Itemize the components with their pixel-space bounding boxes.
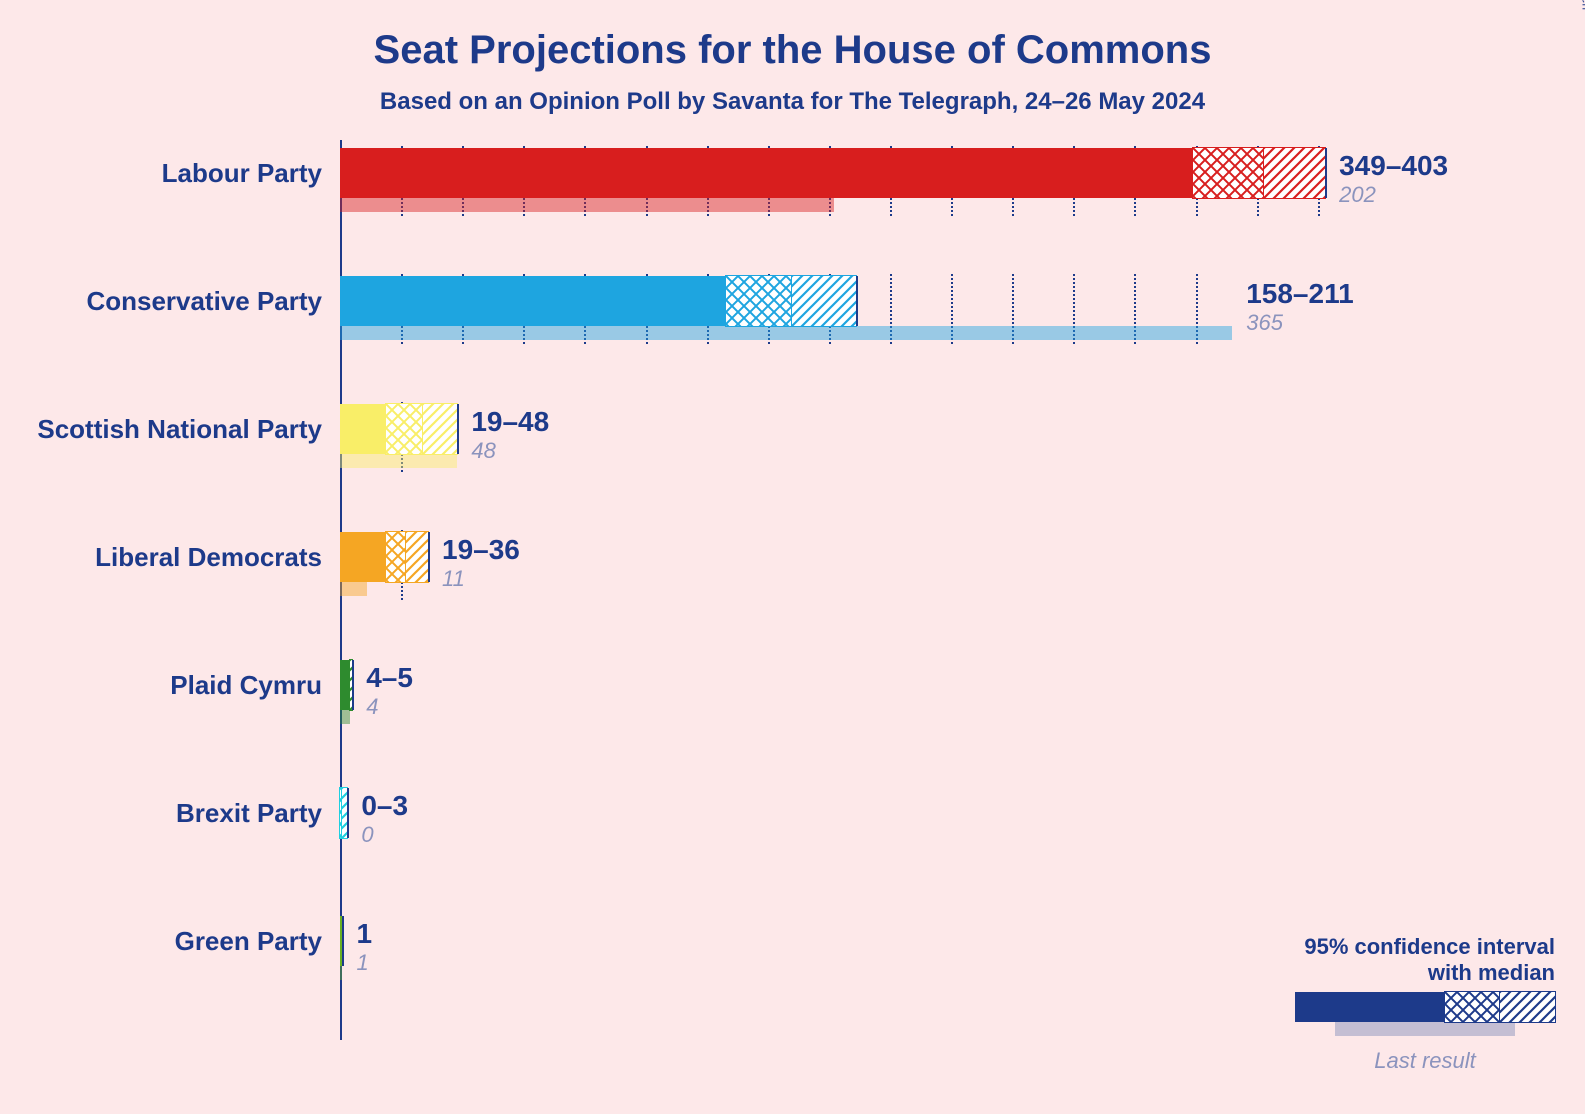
bar-endcap (1325, 148, 1327, 198)
value-range: 19–48 (471, 406, 549, 438)
party-label: Plaid Cymru (170, 670, 322, 701)
value-range: 158–211 (1246, 278, 1353, 310)
bar-solid (340, 404, 386, 454)
value-last: 202 (1339, 182, 1376, 208)
bar-solid (340, 276, 726, 326)
value-range: 0–3 (361, 790, 408, 822)
legend-last-label: Last result (1295, 1048, 1555, 1074)
chart-container: © 2024 Filip van Laenen Seat Projections… (0, 0, 1585, 1114)
bar-diaghatch (406, 532, 428, 582)
bar-solid (340, 532, 386, 582)
party-label: Labour Party (162, 158, 322, 189)
bar-crosshatch (386, 404, 423, 454)
legend-diaghatch (1500, 992, 1555, 1022)
chart-subtitle: Based on an Opinion Poll by Savanta for … (0, 88, 1585, 116)
plot-area: Labour Party349–403202Conservative Party… (340, 140, 1500, 1040)
value-range: 19–36 (442, 534, 520, 566)
bar-diaghatch (423, 404, 457, 454)
value-last: 11 (442, 566, 465, 592)
bar-endcap (342, 916, 344, 966)
legend-line1: 95% confidence interval (1295, 934, 1555, 960)
legend-sample (1295, 992, 1555, 1048)
party-row: Labour Party349–403202 (340, 140, 1500, 268)
bar-endcap (347, 788, 349, 838)
bar-solid (340, 660, 350, 710)
bar-endcap (457, 404, 459, 454)
value-last: 48 (471, 438, 495, 464)
value-range: 1 (356, 918, 372, 950)
bar-endcap (856, 276, 858, 326)
party-label: Conservative Party (86, 286, 322, 317)
value-last: 0 (361, 822, 373, 848)
bar-last-result (340, 966, 342, 980)
party-row: Liberal Democrats19–3611 (340, 524, 1500, 652)
bar-diaghatch (792, 276, 856, 326)
value-range: 4–5 (366, 662, 413, 694)
bar-last-result (340, 710, 350, 724)
bar-last-result (340, 198, 834, 212)
party-row: Scottish National Party19–4848 (340, 396, 1500, 524)
bar-endcap (352, 660, 354, 710)
legend: 95% confidence interval with median Last… (1295, 934, 1555, 1074)
bar-crosshatch (726, 276, 792, 326)
legend-solid-bar (1295, 992, 1445, 1022)
party-row: Brexit Party0–30 (340, 780, 1500, 908)
party-label: Brexit Party (176, 798, 322, 829)
value-last: 1 (356, 950, 368, 976)
legend-last-bar (1335, 1022, 1515, 1036)
bar-crosshatch (386, 532, 406, 582)
legend-line2: with median (1295, 960, 1555, 986)
party-label: Liberal Democrats (95, 542, 322, 573)
value-range: 349–403 (1339, 150, 1448, 182)
bar-last-result (340, 582, 367, 596)
party-label: Scottish National Party (37, 414, 322, 445)
copyright-text: © 2024 Filip van Laenen (1579, 0, 1585, 10)
party-label: Green Party (175, 926, 322, 957)
bar-solid (340, 148, 1193, 198)
chart-title: Seat Projections for the House of Common… (0, 28, 1585, 73)
bar-last-result (340, 326, 1232, 340)
value-last: 365 (1246, 310, 1283, 336)
party-row: Plaid Cymru4–54 (340, 652, 1500, 780)
legend-crosshatch (1445, 992, 1500, 1022)
bar-diaghatch (1264, 148, 1325, 198)
bar-crosshatch (1193, 148, 1264, 198)
party-row: Conservative Party158–211365 (340, 268, 1500, 396)
bar-endcap (428, 532, 430, 582)
value-last: 4 (366, 694, 378, 720)
bar-last-result (340, 454, 457, 468)
